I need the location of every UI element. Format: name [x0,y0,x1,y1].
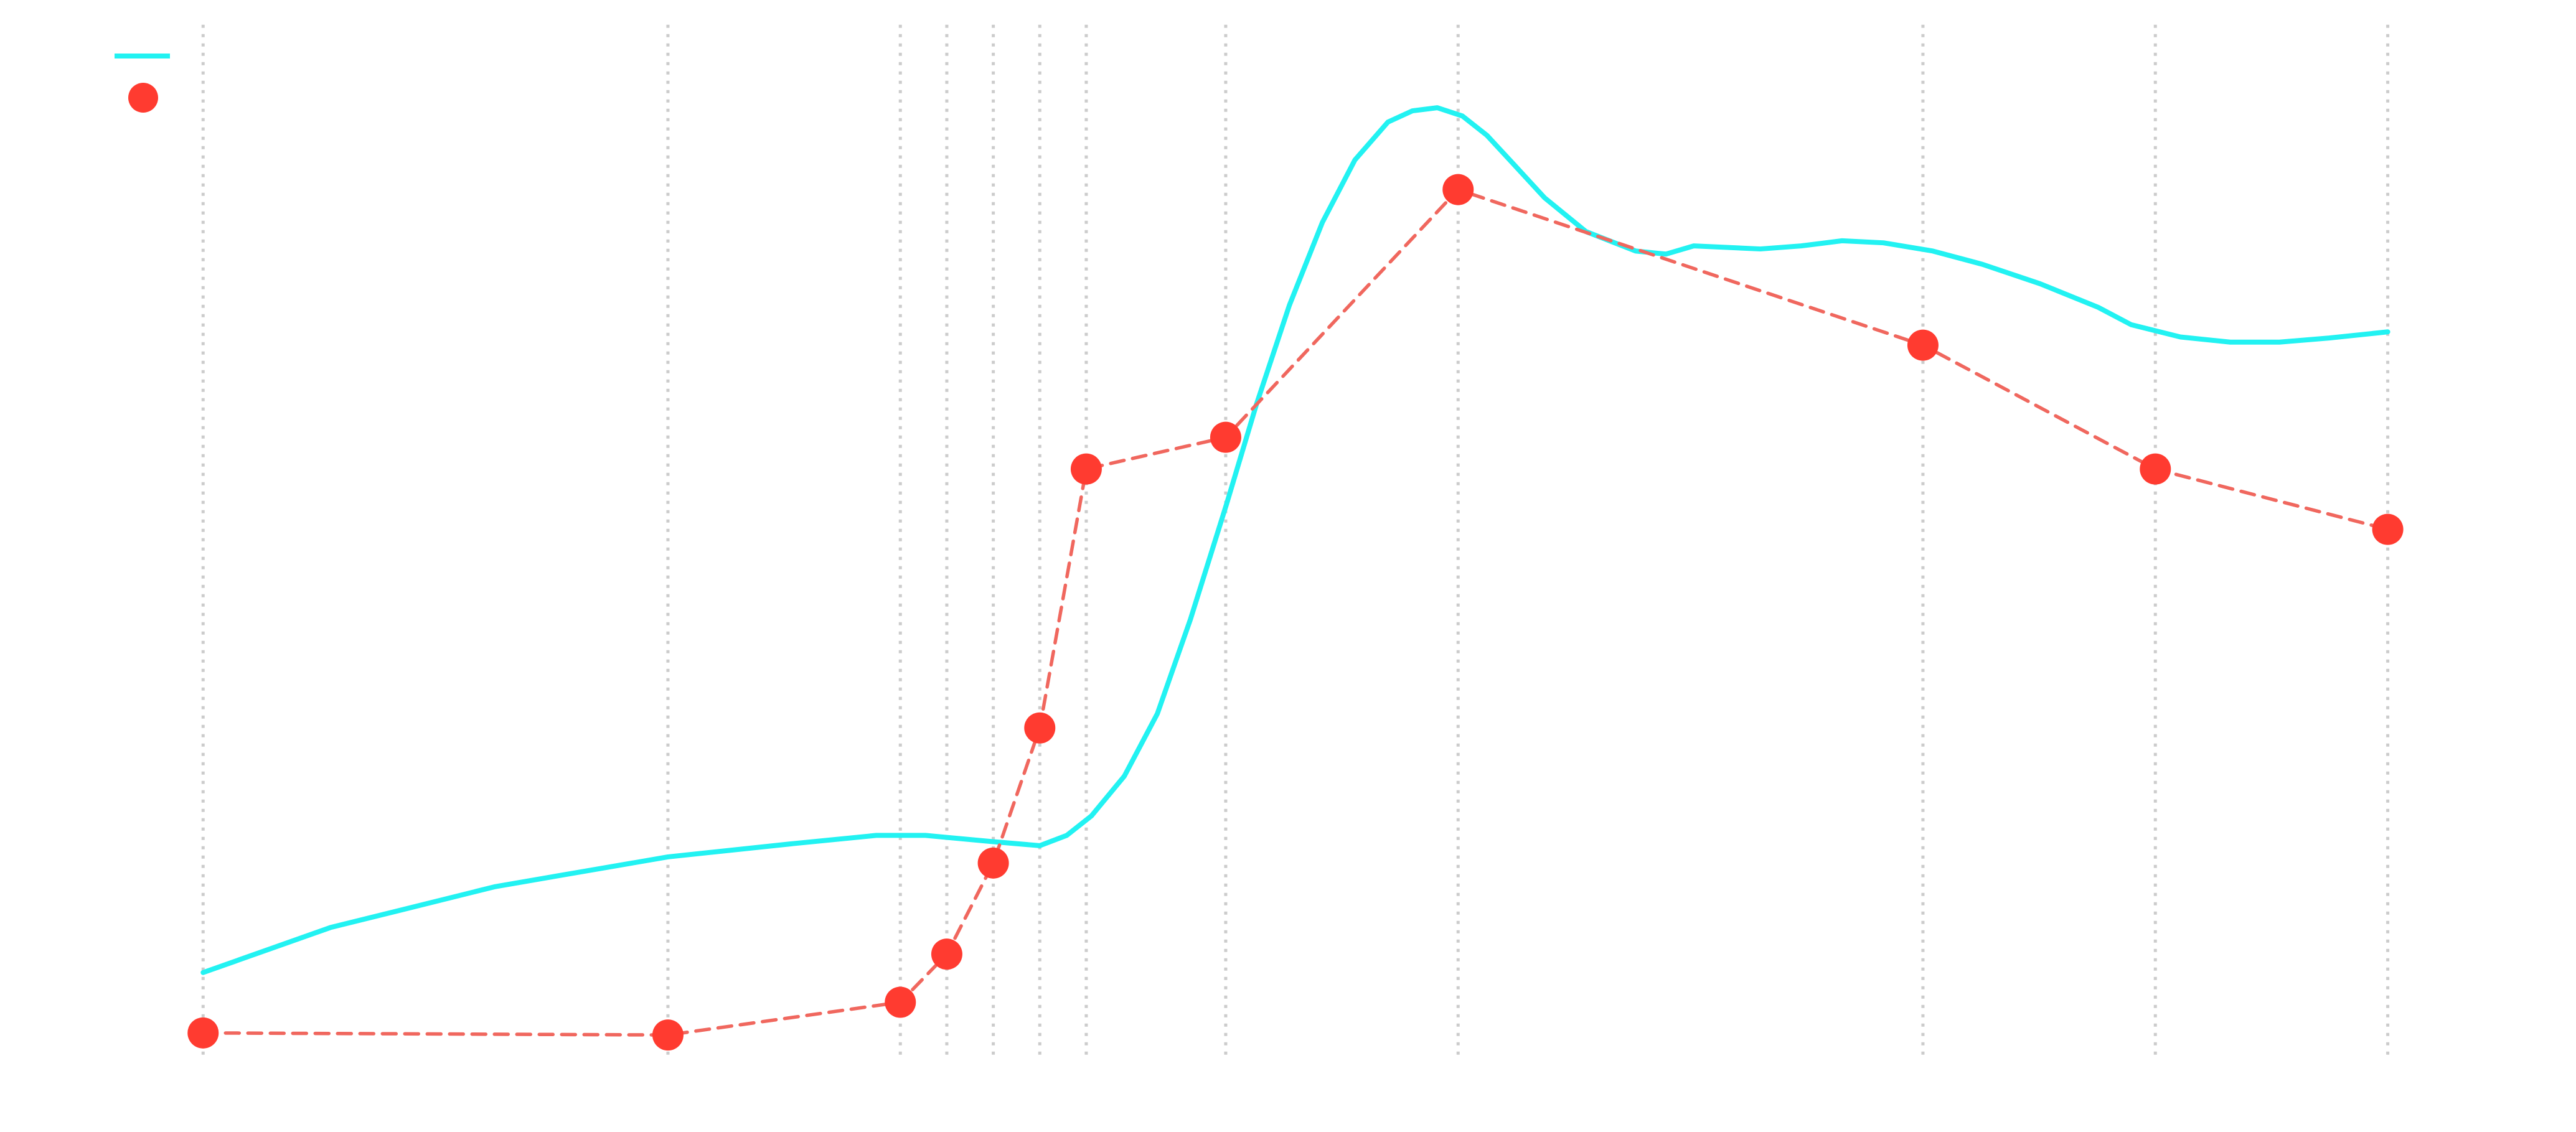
line [200,105,2390,975]
point [2372,513,2404,545]
point [1070,453,1102,485]
point [1442,174,1474,205]
point [2140,453,2171,485]
legend [115,54,170,113]
point [931,938,962,970]
point [1024,712,1056,744]
point [187,1017,219,1049]
point [1907,329,1939,361]
dashed-line [201,187,2390,1037]
legend-marker-swatch [128,83,158,113]
point [652,1019,684,1051]
point [977,847,1009,879]
point [1210,421,1241,453]
point [885,986,916,1018]
